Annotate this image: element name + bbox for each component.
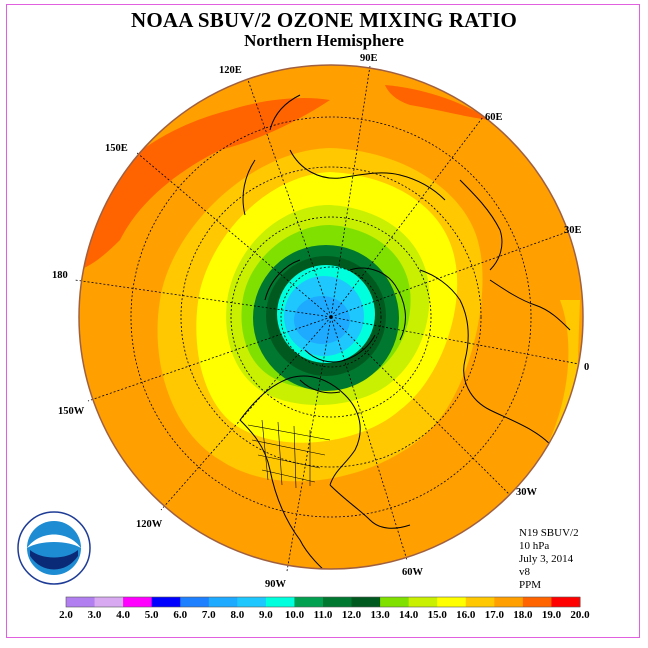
info-level: 10 hPa bbox=[519, 540, 550, 552]
colorbar-tick-label: 18.0 bbox=[513, 609, 533, 621]
colorbar-swatch bbox=[437, 597, 467, 607]
colorbar-swatch bbox=[294, 597, 324, 607]
lon-label-60e: 60E bbox=[485, 112, 503, 123]
colorbar-tick-label: 3.0 bbox=[88, 609, 102, 621]
lon-label-120w: 120W bbox=[136, 519, 163, 530]
lon-label-120e: 120E bbox=[219, 65, 242, 76]
colorbar-swatch bbox=[66, 597, 96, 607]
lon-label-30w: 30W bbox=[516, 487, 538, 498]
colorbar-tick-label: 9.0 bbox=[259, 609, 273, 621]
info-units: PPM bbox=[519, 579, 542, 591]
noaa-logo-wave bbox=[30, 550, 78, 570]
lon-label-90e: 90E bbox=[360, 53, 378, 64]
colorbar-tick-label: 16.0 bbox=[456, 609, 476, 621]
lon-label-30e: 30E bbox=[564, 225, 582, 236]
colorbar-tick-label: 4.0 bbox=[116, 609, 130, 621]
colorbar-tick-label: 11.0 bbox=[314, 609, 333, 621]
colorbar-tick-label: 5.0 bbox=[145, 609, 159, 621]
graticule bbox=[74, 65, 580, 572]
colorbar-swatch bbox=[351, 597, 381, 607]
band-17-18-west bbox=[79, 98, 330, 270]
colorbar-tick-label: 14.0 bbox=[399, 609, 419, 621]
lon-label-0: 0 bbox=[584, 362, 589, 373]
lon-label-150w: 150W bbox=[58, 406, 85, 417]
colorbar-swatch bbox=[522, 597, 552, 607]
colorbar-swatch bbox=[408, 597, 438, 607]
lon-label-90w: 90W bbox=[265, 579, 287, 590]
info-version: v8 bbox=[519, 566, 530, 578]
colorbar-tick-label: 19.0 bbox=[542, 609, 562, 621]
colorbar-swatch bbox=[180, 597, 210, 607]
lon-label-180: 180 bbox=[52, 270, 68, 281]
colorbar-swatch bbox=[94, 597, 124, 607]
colorbar-swatch bbox=[265, 597, 295, 607]
colorbar-labels: 2.0 3.0 4.0 5.0 6.0 7.0 8.0 9.0 10.0 11.0 12.0 13.0… bbox=[59, 609, 590, 621]
info-date: July 3, 2014 bbox=[519, 553, 574, 565]
noaa-logo bbox=[17, 511, 91, 585]
lon-label-150e: 150E bbox=[105, 143, 128, 154]
noaa-logo-bird bbox=[27, 534, 81, 548]
band-17-18-north bbox=[385, 85, 490, 120]
info-satellite: N19 SBUV/2 bbox=[519, 527, 579, 539]
map-subtitle: Northern Hemisphere bbox=[244, 31, 404, 50]
colorbar-swatches bbox=[65, 596, 581, 608]
map-border bbox=[78, 64, 584, 570]
figure-frame bbox=[6, 4, 640, 638]
colorbar-swatch bbox=[380, 597, 410, 607]
ozone-field bbox=[79, 65, 583, 569]
colorbar-tick-label: 7.0 bbox=[202, 609, 216, 621]
colorbar-tick-label: 2.0 bbox=[59, 609, 73, 621]
colorbar-swatch bbox=[208, 597, 238, 607]
colorbar-tick-label: 8.0 bbox=[230, 609, 244, 621]
colorbar-tick-label: 15.0 bbox=[428, 609, 448, 621]
colorbar-tick-label: 12.0 bbox=[342, 609, 362, 621]
colorbar-tick-label: 6.0 bbox=[173, 609, 187, 621]
us-state-borders bbox=[247, 419, 331, 489]
colorbar-tick-label: 17.0 bbox=[485, 609, 505, 621]
colorbar-tick-label: 10.0 bbox=[285, 609, 305, 621]
colorbar-swatch bbox=[323, 597, 353, 607]
colorbar-swatch bbox=[123, 597, 153, 607]
lon-label-60w: 60W bbox=[402, 567, 424, 578]
longitude-labels: 90E 60E 30E 0 30W 60W 90W 120W 150W 180 … bbox=[52, 53, 589, 590]
colorbar-swatch bbox=[494, 597, 524, 607]
colorbar-swatch bbox=[151, 597, 181, 607]
map-title: NOAA SBUV/2 OZONE MIXING RATIO bbox=[131, 8, 517, 32]
colorbar-tick-label: 13.0 bbox=[370, 609, 390, 621]
colorbar-swatch bbox=[551, 597, 581, 607]
colorbar-tick-label: 20.0 bbox=[570, 609, 590, 621]
colorbar-swatch bbox=[465, 597, 495, 607]
colorbar-swatch bbox=[237, 597, 267, 607]
product-info: N19 SBUV/2 10 hPa July 3, 2014 v8 PPM bbox=[519, 527, 579, 592]
colorbar-border bbox=[65, 596, 581, 608]
